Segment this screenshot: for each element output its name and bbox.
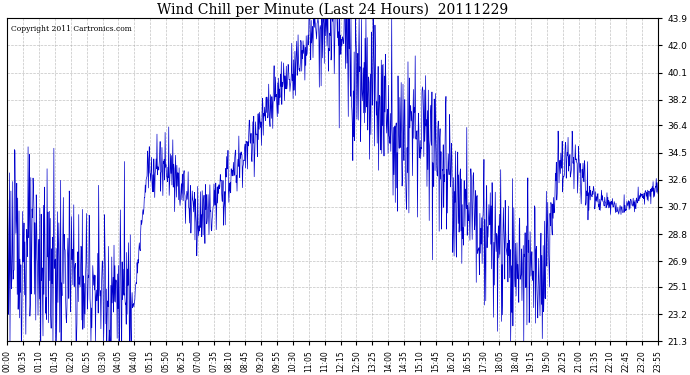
Title: Wind Chill per Minute (Last 24 Hours)  20111229: Wind Chill per Minute (Last 24 Hours) 20…	[157, 3, 509, 17]
Text: Copyright 2011 Cartronics.com: Copyright 2011 Cartronics.com	[10, 25, 131, 33]
